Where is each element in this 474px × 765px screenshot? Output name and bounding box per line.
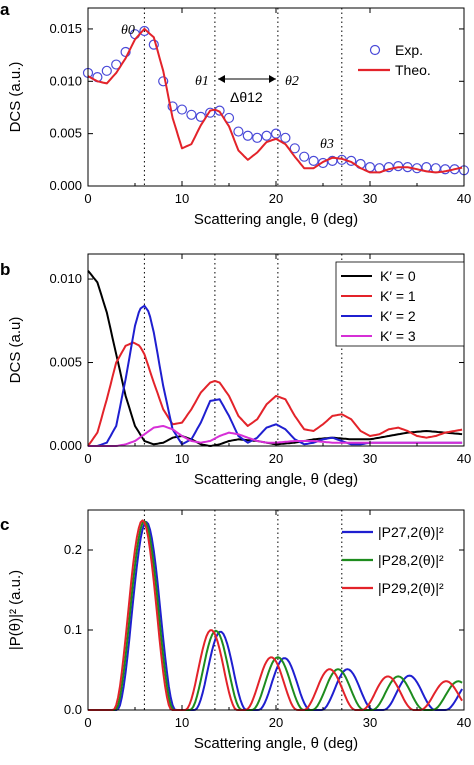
panel-b: b 0 10 20 30 40 0.000 0.005 0.010 Scattering an… xyxy=(0,253,471,488)
x-tick-label: 20 xyxy=(269,451,283,466)
y-tick-label: 0.015 xyxy=(49,21,82,36)
legend-label-k2: K′ = 2 xyxy=(380,308,416,324)
data-point-exp xyxy=(270,128,282,139)
panel-c-xlabel: Scattering angle, θ (deg) xyxy=(194,735,358,752)
x-tick-label: 30 xyxy=(363,451,377,466)
panel-a-series xyxy=(82,25,470,176)
panel-a: a 0 10 20 30 40 0.000 0.005 0.010 0.015 Scatteri… xyxy=(0,0,471,228)
x-tick-label: 30 xyxy=(363,191,377,206)
y-tick-label: 0.005 xyxy=(49,126,82,141)
legend-label-theo: Theo. xyxy=(395,62,431,78)
data-point-exp xyxy=(242,130,253,141)
x-tick-label: 0 xyxy=(84,191,91,206)
panel-b-ylabel: DCS (a.u) xyxy=(7,317,24,384)
panel-c-series xyxy=(88,519,463,711)
y-tick-label: 0.1 xyxy=(64,622,82,637)
panel-a-ticks: 0 10 20 30 40 0.000 0.005 0.010 0.015 xyxy=(49,8,471,206)
legend-label-p27: |P27,2(θ)|² xyxy=(378,524,444,540)
delta-arrow xyxy=(218,75,276,83)
y-tick-label: 0.005 xyxy=(49,355,82,370)
y-tick-label: 0.010 xyxy=(49,73,82,88)
annotation-theta2: θ2 xyxy=(285,74,299,89)
annotation-theta0: θ0 xyxy=(121,23,135,38)
data-point-exp xyxy=(101,65,112,76)
annotation-theta3: θ3 xyxy=(320,137,334,152)
legend-label-p29: |P29,2(θ)|² xyxy=(378,580,444,596)
legend-label-k0: K′ = 0 xyxy=(380,268,416,284)
panel-label-c: c xyxy=(0,515,9,534)
x-tick-label: 0 xyxy=(84,715,91,730)
panel-a-ylabel: DCS (a.u.) xyxy=(7,62,24,133)
data-point-exp xyxy=(176,104,188,115)
y-tick-label: 0.010 xyxy=(49,271,82,286)
x-tick-label: 20 xyxy=(269,715,283,730)
x-tick-label: 40 xyxy=(457,191,471,206)
series-line-k0 xyxy=(87,270,463,447)
series-line-p272 xyxy=(88,521,463,711)
y-tick-label: 0.0 xyxy=(64,702,82,717)
annotation-delta-theta12: Δθ12 xyxy=(230,89,263,105)
panel-label-a: a xyxy=(0,0,10,19)
panel-a-legend: Exp. Theo. xyxy=(358,42,431,78)
data-point-exp xyxy=(139,25,150,37)
panel-b-xlabel: Scattering angle, θ (deg) xyxy=(194,471,358,488)
legend-label-p28: |P28,2(θ)|² xyxy=(378,552,444,568)
legend-label-k3: K′ = 3 xyxy=(380,328,416,344)
data-point-exp xyxy=(308,155,319,166)
y-tick-label: 0.2 xyxy=(64,542,82,557)
legend-label-k1: K′ = 1 xyxy=(380,288,416,304)
data-point-exp xyxy=(205,107,216,118)
data-point-exp xyxy=(299,151,310,162)
annotation-theta1: θ1 xyxy=(195,74,209,89)
data-point-exp xyxy=(186,109,197,120)
x-tick-label: 30 xyxy=(363,715,377,730)
data-point-exp xyxy=(252,132,263,143)
data-point-exp xyxy=(167,101,178,112)
panel-label-b: b xyxy=(0,260,10,279)
panel-a-xlabel: Scattering angle, θ (deg) xyxy=(194,211,358,228)
panel-a-frame xyxy=(87,7,465,187)
x-tick-label: 10 xyxy=(175,715,189,730)
x-tick-label: 10 xyxy=(175,451,189,466)
series-line-k1 xyxy=(87,341,463,447)
data-point-exp xyxy=(317,157,329,169)
y-tick-label: 0.000 xyxy=(49,178,82,193)
legend-marker-exp xyxy=(369,44,381,56)
x-tick-label: 40 xyxy=(457,715,471,730)
data-point-exp xyxy=(158,76,169,87)
x-tick-label: 40 xyxy=(457,451,471,466)
data-point-exp xyxy=(233,126,244,137)
panel-c-ticks: 0 10 20 30 40 0.0 0.1 0.2 xyxy=(64,510,471,730)
panel-c-ylabel: |P(θ)|² (a.u.) xyxy=(7,570,24,650)
series-line-theo xyxy=(87,27,463,174)
series-line-p292 xyxy=(88,519,463,711)
panel-b-vlines xyxy=(143,254,343,446)
series-line-k3 xyxy=(88,425,463,447)
y-tick-label: 0.000 xyxy=(49,438,82,453)
data-point-exp xyxy=(393,161,404,172)
panel-b-legend: K′ = 0 K′ = 1 K′ = 2 K′ = 3 xyxy=(335,261,465,347)
data-point-exp xyxy=(289,143,300,154)
data-point-exp xyxy=(261,130,272,141)
data-point-exp xyxy=(280,132,291,143)
x-tick-label: 20 xyxy=(269,191,283,206)
legend-label-exp: Exp. xyxy=(395,42,423,58)
panel-c-vlines xyxy=(143,510,343,710)
panel-b-series xyxy=(87,270,463,447)
panel-c-legend: |P27,2(θ)|² |P28,2(θ)|² |P29,2(θ)|² xyxy=(342,524,444,596)
panel-c: c 0 10 20 30 40 0.0 0.1 0.2 Scattering angle, θ… xyxy=(0,509,471,752)
panel-b-ticks: 0 10 20 30 40 0.000 0.005 0.010 xyxy=(49,254,471,466)
x-tick-label: 0 xyxy=(84,451,91,466)
x-tick-label: 10 xyxy=(175,191,189,206)
